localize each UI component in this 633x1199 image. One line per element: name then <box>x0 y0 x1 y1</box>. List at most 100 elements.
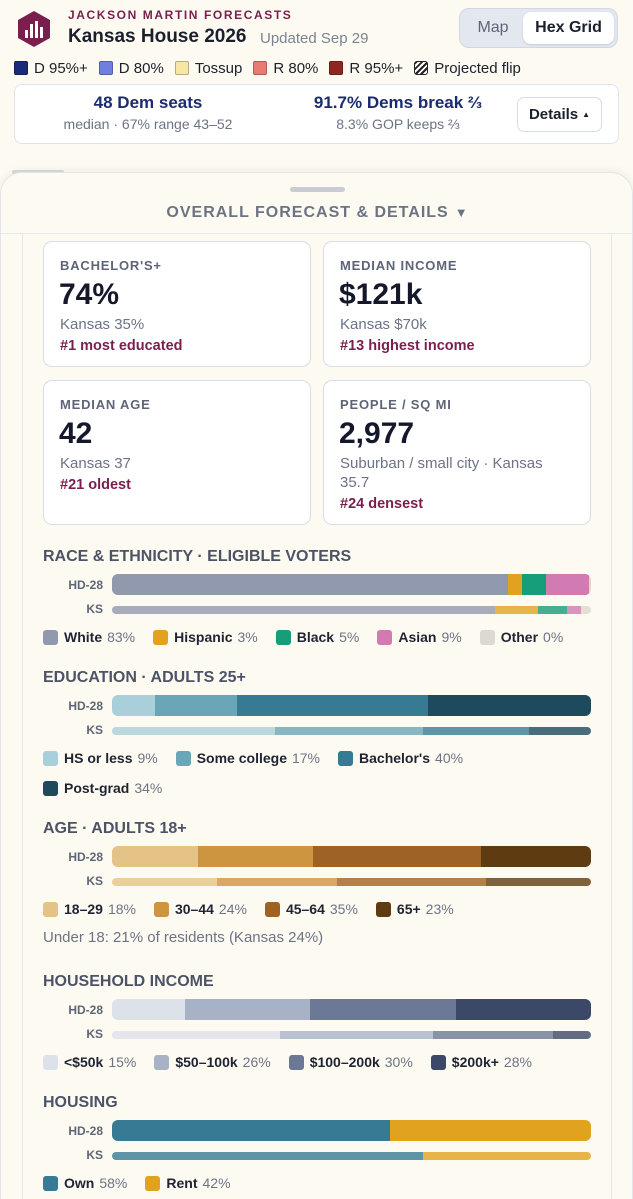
legend-swatch <box>275 629 291 645</box>
legend-percent: 24% <box>218 901 247 917</box>
legend-item: D 80% <box>98 59 164 77</box>
bar-segment <box>236 695 429 716</box>
bar-segment <box>546 574 590 595</box>
bar-segment <box>432 1031 553 1039</box>
legend-swatch <box>430 1054 446 1070</box>
stat-value: 74% <box>59 278 120 311</box>
legend-item: Other 0% <box>479 622 563 652</box>
district-bar <box>112 846 591 867</box>
summary-bar: 48 Dem seats median · 67% range 43–52 91… <box>14 84 619 144</box>
bar-segment <box>112 1031 280 1039</box>
legend-item: R 95%+ <box>329 60 403 77</box>
legend-label: White <box>64 629 103 645</box>
legend-label: <$50k <box>64 1054 104 1070</box>
bar-segment <box>528 727 591 735</box>
section-legend: 18–29 18% 30–44 24% 45–64 35% 65+ 23% <box>43 894 603 924</box>
stat-rank: #1 most educated <box>60 338 183 354</box>
app-logo-icon <box>18 11 50 47</box>
legend-label: $100–200k <box>309 1054 380 1070</box>
stat-value: 42 <box>59 417 93 450</box>
legend-swatch <box>375 901 391 917</box>
seats-main: 48 Dem seats <box>93 93 203 112</box>
section-title: HOUSEHOLD INCOME <box>43 973 214 990</box>
hex-grid-view-button[interactable]: Hex Grid <box>523 12 614 44</box>
legend-swatch <box>174 61 189 75</box>
sheet-title: OVERALL FORECAST & DETAILS <box>166 204 449 221</box>
state-bar <box>112 606 591 614</box>
bar-segment <box>310 999 456 1020</box>
legend-label: 45–64 <box>285 901 325 917</box>
bar-segment <box>389 1120 591 1141</box>
section-legend: White 83% Hispanic 3% Black 5% Asian 9% Other 0% <box>43 622 603 652</box>
legend-swatch <box>377 629 393 645</box>
legend-label: Projected flip <box>434 59 521 77</box>
bar-segment <box>112 695 156 716</box>
row-label-state: KS <box>86 1027 103 1041</box>
legend-percent: 15% <box>108 1054 137 1070</box>
bar-segment <box>455 999 591 1020</box>
details-sheet: OVERALL FORECAST & DETAILS ▼ BACHELOR'S+ 7… <box>0 172 633 1199</box>
sheet-header[interactable]: OVERALL FORECAST & DETAILS ▼ <box>1 204 633 222</box>
stat-comparison: Kansas 35% <box>60 316 145 333</box>
bar-segment <box>112 606 496 614</box>
break-main: 91.7% Dems break ⅔ <box>313 93 483 112</box>
bar-segment <box>522 574 547 595</box>
stat-comparison: Suburban / small city · Kansas 35.7 <box>340 455 543 491</box>
legend-label: Black <box>296 629 335 645</box>
legend-percent: 34% <box>134 780 163 796</box>
legend-item: Tossup <box>174 59 243 77</box>
stat-value: 2,977 <box>339 417 415 450</box>
legend-item: Rent 42% <box>145 1168 231 1198</box>
legend-swatch <box>264 901 280 917</box>
section-title: HOUSING <box>43 1094 118 1111</box>
bar-segment <box>507 574 523 595</box>
legend-item: Projected flip <box>414 60 521 77</box>
legend-item: HS or less 9% <box>43 743 158 773</box>
section-title: RACE & ETHNICITY · ELIGIBLE VOTERS <box>43 548 352 565</box>
legend-percent: 58% <box>99 1175 128 1191</box>
district-bar <box>112 1120 591 1141</box>
bar-segment <box>198 846 314 867</box>
legend-swatch <box>329 61 344 75</box>
legend-item: 30–44 24% <box>153 894 247 924</box>
legend-swatch <box>145 1175 161 1191</box>
legend-swatch <box>154 1054 170 1070</box>
bar-segment <box>155 695 237 716</box>
legend-item: Own 58% <box>43 1168 127 1198</box>
legend-percent: 83% <box>107 629 136 645</box>
legend-label: D 80% <box>118 59 164 77</box>
details-button[interactable]: Details ▲ <box>517 97 602 132</box>
legend-label: $200k+ <box>451 1054 499 1070</box>
bar-segment <box>480 846 591 867</box>
legend-percent: 5% <box>339 629 360 645</box>
legend-label: R 80% <box>273 59 319 77</box>
bar-segment <box>279 1031 433 1039</box>
stat-label: MEDIAN INCOME <box>340 258 458 273</box>
row-label-district: HD-28 <box>68 850 103 864</box>
brand-name: JACKSON MARTIN FORECASTS <box>68 8 293 22</box>
legend-percent: 30% <box>384 1054 413 1070</box>
legend-swatch <box>43 780 58 796</box>
legend-item: Hispanic 3% <box>153 622 258 652</box>
legend-label: Bachelor's <box>359 750 431 766</box>
stat-card: PEOPLE / SQ MI 2,977 Suburban / small city… <box>323 380 591 525</box>
legend-label: Own <box>64 1175 95 1191</box>
map-view-button[interactable]: Map <box>477 19 509 36</box>
state-bar <box>112 1152 591 1160</box>
sheet-grabber-handle[interactable] <box>290 187 345 192</box>
bar-segment <box>337 878 486 886</box>
legend-percent: 17% <box>291 750 321 766</box>
legend-label: Tossup <box>194 59 243 77</box>
section-legend: Own 58% Rent 42% <box>43 1168 603 1198</box>
bar-segment <box>538 606 568 614</box>
bar-segment <box>112 999 185 1020</box>
bar-segment <box>589 574 591 595</box>
legend-item: White 83% <box>43 622 135 652</box>
legend-item: $50–100k 26% <box>154 1047 271 1077</box>
row-label-state: KS <box>86 602 103 616</box>
district-bar <box>112 999 591 1020</box>
row-label-district: HD-28 <box>68 578 103 592</box>
section-legend: <$50k 15% $50–100k 26% $100–200k 30% $200k+ 28% <box>43 1047 603 1077</box>
bar-segment <box>485 878 591 886</box>
legend-item: Post-grad 34% <box>43 773 162 803</box>
